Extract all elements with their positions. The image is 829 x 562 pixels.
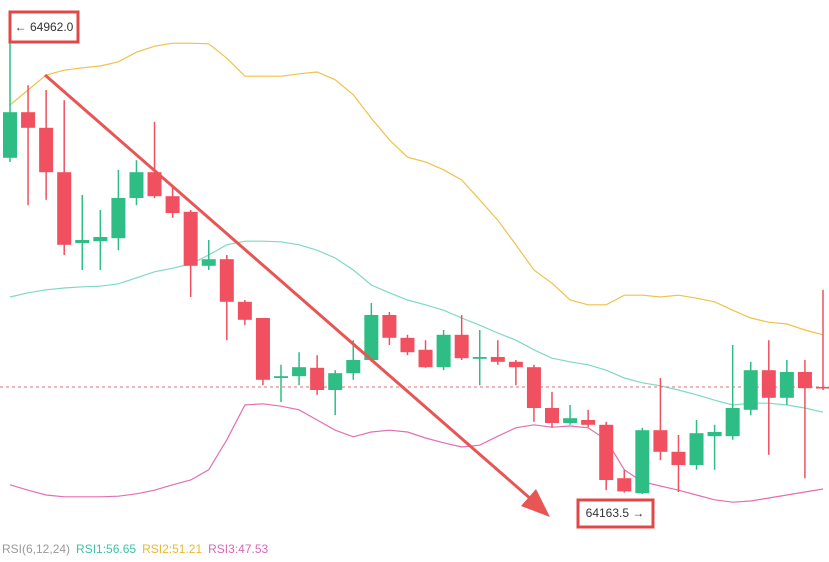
candle-body: [617, 478, 632, 492]
candle-body: [346, 360, 361, 374]
candle-body: [255, 318, 270, 380]
band-line: [9, 42, 824, 336]
candle-body: [3, 112, 17, 158]
candle-body: [165, 196, 180, 213]
candle-body: [237, 301, 252, 320]
candle-body: [274, 376, 288, 378]
candle-body: [111, 198, 126, 239]
indicator-value: RSI1:56.65: [76, 542, 136, 556]
arrow-head: [521, 489, 550, 517]
indicator-value: RSI3:47.53: [208, 542, 268, 556]
candle-body: [39, 127, 54, 173]
candle-body: [761, 370, 776, 398]
high-label-box: [8, 10, 80, 44]
candle-body: [689, 433, 704, 465]
candle-body: [779, 372, 794, 398]
candle-body: [797, 372, 812, 389]
candle-body: [581, 420, 596, 425]
high-label: ← 64962.0: [15, 20, 74, 34]
candle-body: [21, 112, 36, 128]
candle-body: [201, 259, 216, 266]
trend-line: [44, 73, 533, 502]
candle-body: [671, 451, 686, 465]
candle-body: [328, 373, 343, 390]
candle-body: [472, 357, 487, 359]
candle-body: [635, 430, 650, 494]
candle-body: [653, 430, 668, 452]
candle-body: [545, 408, 559, 423]
candle-body: [436, 334, 451, 368]
candle-body: [418, 349, 433, 368]
candle-body: [183, 211, 198, 266]
candle-body: [490, 357, 505, 362]
indicator-label: RSI(6,12,24): [2, 542, 70, 556]
candle-body: [292, 367, 307, 377]
candle-body: [219, 259, 234, 302]
candle-body: [310, 367, 325, 390]
candle-body: [526, 367, 541, 408]
candle-body: [147, 172, 162, 197]
indicator-value: RSI2:51.21: [142, 542, 202, 556]
low-label-box: [576, 498, 655, 529]
candle-body: [508, 361, 523, 368]
candle-body: [75, 240, 90, 243]
trend-arrow: [44, 73, 550, 517]
candle-body: [129, 172, 144, 198]
candle-body: [364, 315, 379, 360]
band-line: [9, 403, 824, 503]
candle-body: [563, 418, 578, 423]
candle-body: [816, 387, 829, 389]
candle-body: [93, 237, 108, 242]
candle-body: [454, 334, 469, 359]
candle-body: [707, 432, 722, 437]
plot-area: [0, 15, 829, 503]
candle-body: [725, 408, 740, 437]
candle-body: [743, 370, 758, 410]
candle-body: [382, 315, 397, 338]
candle-body: [400, 337, 415, 353]
candle-body: [599, 424, 614, 480]
indicator-legend: RSI(6,12,24) RSI1:56.65 RSI2:51.21 RSI3:47.…: [2, 542, 269, 556]
low-label: 64163.5 →: [586, 506, 645, 520]
band-line: [9, 240, 824, 413]
candle-body: [57, 172, 72, 245]
